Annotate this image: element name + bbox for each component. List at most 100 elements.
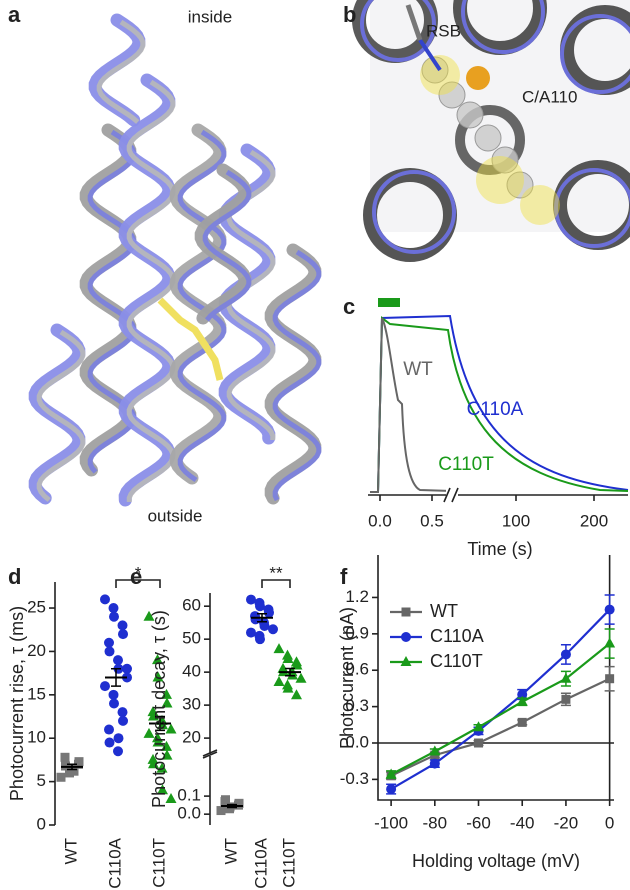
- x-tick-label: WT: [221, 838, 240, 864]
- helix: [126, 79, 176, 503]
- error-bar: [257, 613, 267, 623]
- data-point: [273, 643, 285, 654]
- data-point: [117, 620, 128, 631]
- data-point: [268, 624, 278, 635]
- axes: [377, 555, 614, 801]
- data-point: [152, 736, 164, 747]
- data-point: [161, 697, 173, 708]
- annotation: outside: [148, 506, 203, 525]
- trace-label: C110A: [467, 399, 524, 420]
- error-bar: [227, 803, 237, 809]
- data-point: [604, 604, 615, 615]
- data-point: [165, 792, 177, 803]
- x-tick-label: C110T: [149, 838, 168, 888]
- data-point: [152, 671, 164, 682]
- data-point: [517, 717, 527, 727]
- data-point: [148, 710, 159, 721]
- data-point: [118, 715, 128, 726]
- x-tick-label: C110A: [105, 837, 124, 888]
- data-point: [152, 732, 163, 743]
- x-tick-label: -60: [466, 813, 491, 832]
- data-point: [221, 795, 230, 805]
- y-tick-label: 0.6: [345, 660, 369, 679]
- x-tick-label: C110A: [251, 837, 270, 888]
- data-point: [282, 682, 294, 693]
- significance-bracket: [261, 579, 291, 588]
- annotation: RSB: [426, 21, 461, 40]
- y-tick-label: 0.3: [345, 696, 369, 715]
- x-axis-label: Time (s): [467, 539, 532, 559]
- y-tick-label: 1.2: [345, 587, 369, 606]
- data-point: [282, 652, 294, 663]
- legend-label: WT: [430, 601, 458, 621]
- traces: [368, 298, 629, 503]
- data-point: [560, 649, 571, 660]
- panel-label: f: [340, 564, 348, 589]
- helix: [202, 169, 252, 322]
- data-point: [516, 695, 528, 706]
- data-point: [100, 594, 110, 605]
- data-point: [161, 740, 172, 751]
- data-point: [113, 655, 123, 666]
- data-point: [148, 758, 159, 769]
- panel-label: a: [8, 2, 21, 27]
- y-tick-label: 15: [27, 684, 46, 703]
- data-point: [152, 654, 163, 665]
- y-tick-label: 50: [182, 629, 201, 648]
- data-point: [517, 689, 528, 700]
- helix: [177, 129, 227, 483]
- data-point: [250, 614, 261, 625]
- data-point: [234, 798, 244, 808]
- panel-label: b: [343, 2, 356, 27]
- data-point: [560, 672, 572, 683]
- y-axis-label: Photocurrent (nA): [337, 607, 357, 749]
- y-tick-label: 20: [27, 641, 46, 660]
- x-tick-label: 0.0: [368, 511, 392, 530]
- data-point: [157, 784, 168, 795]
- x-tick-label: -80: [423, 813, 448, 832]
- series-line: [390, 642, 611, 776]
- error-bar: [111, 668, 121, 687]
- x-tick-label: 100: [502, 511, 530, 530]
- data-point: [118, 629, 128, 640]
- series-line: [390, 608, 611, 791]
- data-point: [147, 753, 159, 764]
- series-line: [390, 677, 611, 777]
- data-point: [429, 758, 440, 769]
- x-tick-label: 200: [580, 511, 608, 530]
- data-point: [108, 603, 119, 614]
- significance-bracket: [115, 579, 161, 588]
- data-point: [113, 746, 123, 757]
- y-tick-label: 0.0: [345, 732, 369, 751]
- data-point: [273, 676, 285, 687]
- y-tick-label: 5: [37, 771, 46, 790]
- data-point: [100, 681, 110, 692]
- retinal: [157, 297, 224, 381]
- x-tick-label: WT: [61, 838, 80, 864]
- y-tick-label: 10: [27, 728, 46, 747]
- legend-label: C110A: [430, 626, 484, 646]
- legend-label: C110T: [430, 651, 483, 671]
- helix: [264, 243, 322, 505]
- data-point: [291, 659, 303, 670]
- significance-label: **: [269, 563, 283, 582]
- helix: [36, 329, 86, 502]
- data-point: [161, 749, 173, 760]
- legend-marker: [401, 632, 411, 642]
- error-bar: [155, 715, 165, 732]
- panel-label: d: [8, 564, 21, 589]
- data-point: [255, 601, 265, 612]
- data-point: [246, 594, 256, 605]
- data-point: [104, 637, 114, 648]
- data-point: [109, 611, 119, 622]
- y-tick-label: -0.3: [340, 769, 369, 788]
- x-tick-label: C110T: [279, 838, 298, 888]
- data-point: [255, 634, 265, 645]
- data-point: [108, 689, 119, 700]
- data-point: [473, 721, 485, 732]
- x-tick-label: 0: [605, 813, 614, 832]
- y-axis-label: Photocurrent decay, τ (s): [149, 610, 169, 808]
- data-point: [259, 620, 270, 631]
- y-tick-label: 20: [182, 728, 201, 747]
